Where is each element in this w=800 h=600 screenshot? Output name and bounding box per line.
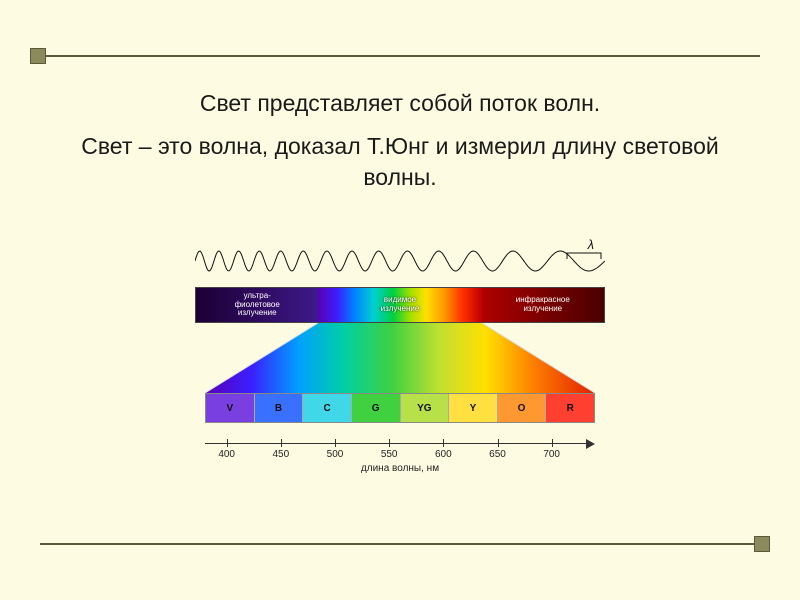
axis-line — [205, 443, 587, 444]
color-box-y: Y — [449, 394, 498, 422]
axis-tick-label: 600 — [435, 449, 452, 460]
corner-top-left — [30, 48, 46, 64]
color-box-r: R — [546, 394, 594, 422]
axis-tick-label: 700 — [543, 449, 560, 460]
axis-arrow-icon — [586, 439, 595, 449]
axis-tick-label: 450 — [272, 449, 289, 460]
color-box-o: O — [498, 394, 547, 422]
axis-tick-label: 650 — [489, 449, 506, 460]
top-rule — [40, 55, 760, 57]
uv-segment: ультра-фиолетовоеизлучение — [196, 288, 318, 322]
color-box-b: B — [255, 394, 304, 422]
axis-tick-label: 400 — [218, 449, 235, 460]
wavelength-axis: 400 450 500 550 600 650 700 длина волны, нм — [205, 433, 595, 473]
spectrum-diagram: λ ультра-фиолетовоеизлучение видимоеизлу… — [180, 245, 620, 500]
text-line-2: Свет – это волна, доказал Т.Юнг и измери… — [60, 131, 740, 193]
color-box-row: VBCGYGYOR — [205, 393, 595, 423]
chirp-wave — [195, 245, 605, 277]
color-box-yg: YG — [401, 394, 450, 422]
projection-fan — [195, 323, 605, 393]
axis-tick — [443, 439, 444, 447]
axis-tick — [552, 439, 553, 447]
visible-segment: видимоеизлучение — [318, 288, 481, 322]
axis-tick — [227, 439, 228, 447]
axis-tick — [281, 439, 282, 447]
color-box-c: C — [303, 394, 352, 422]
axis-tick — [498, 439, 499, 447]
text-line-1: Свет представляет собой поток волн. — [60, 90, 740, 117]
axis-tick-label: 550 — [381, 449, 398, 460]
axis-tick — [389, 439, 390, 447]
color-box-v: V — [206, 394, 255, 422]
color-box-g: G — [352, 394, 401, 422]
corner-bottom-right — [754, 536, 770, 552]
bottom-rule — [40, 543, 760, 545]
ir-segment: инфракрасноеизлучение — [482, 288, 604, 322]
axis-tick-label: 500 — [327, 449, 344, 460]
axis-title: длина волны, нм — [361, 463, 439, 474]
axis-tick — [335, 439, 336, 447]
slide-text: Свет представляет собой поток волн. Свет… — [60, 90, 740, 193]
spectrum-bar: ультра-фиолетовоеизлучение видимоеизлуче… — [195, 287, 605, 323]
